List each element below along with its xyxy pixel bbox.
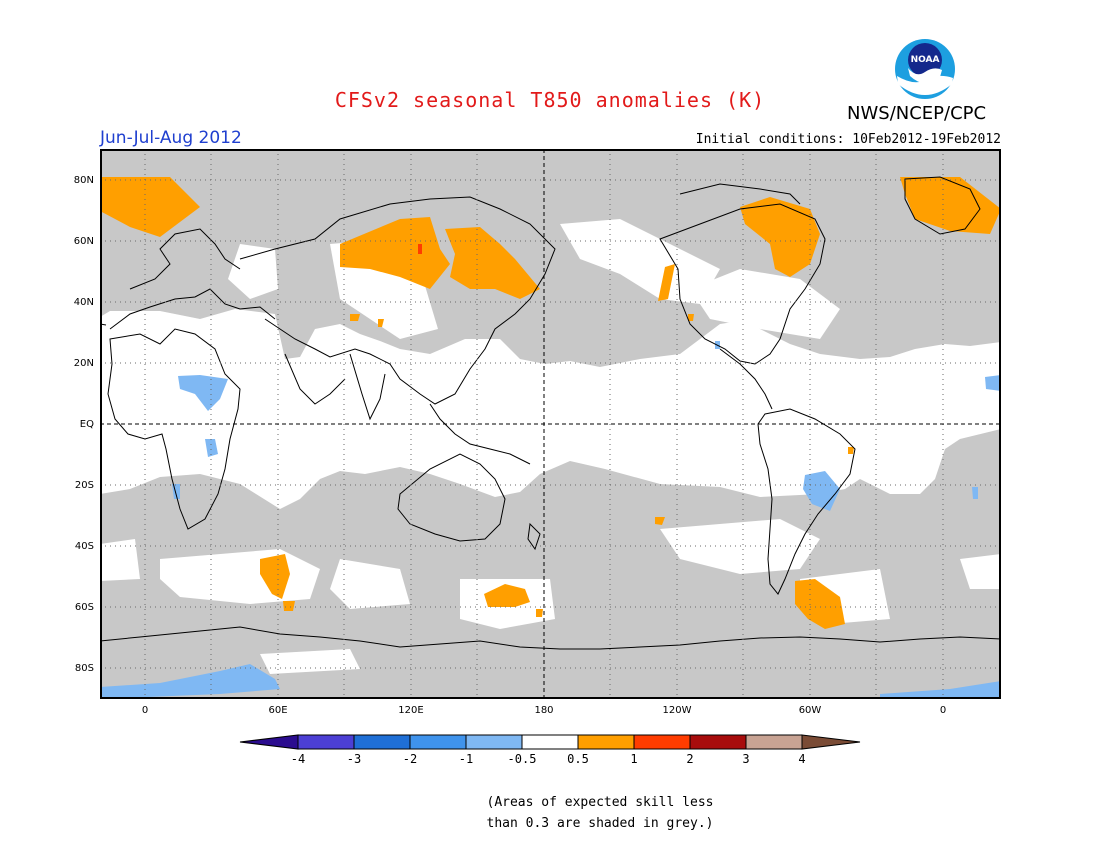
- lat-label-40n: 40N: [73, 297, 94, 308]
- legend-tick-label: 0.5: [567, 752, 589, 766]
- lon-label-60w: 60W: [798, 705, 822, 716]
- lat-label-20s: 20S: [74, 480, 94, 491]
- color-legend: [239, 734, 861, 750]
- lat-label-60n: 60N: [73, 236, 94, 247]
- map-frame: [100, 149, 1001, 699]
- noaa-logo-text: NOAA: [911, 55, 940, 65]
- season-label: Jun-Jul-Aug 2012: [100, 128, 242, 148]
- legend-bin-8: [689, 734, 747, 750]
- below-normal-regions: [100, 341, 1001, 699]
- legend-tick-label: 2: [686, 752, 694, 766]
- lon-label-120w: 120W: [662, 705, 692, 716]
- agency-label: NWS/NCEP/CPC: [847, 103, 987, 124]
- lat-label-80s: 80S: [74, 663, 94, 674]
- legend-tick-label: -1: [458, 752, 474, 766]
- above-normal-regions: [100, 177, 1001, 629]
- anomaly-map: [100, 149, 1001, 699]
- near-normal-regions: [100, 219, 1001, 674]
- legend-bin-9: [745, 734, 803, 750]
- lat-label-eq: EQ: [79, 419, 94, 430]
- legend-bin-6: [577, 734, 635, 750]
- legend-bin-3: [409, 734, 467, 750]
- lon-label-0: 0: [141, 705, 149, 716]
- small-strong-anomaly: [418, 244, 422, 254]
- skill-footnote-line-2: than 0.3 are shaded in grey.): [486, 816, 714, 831]
- coastlines: [100, 176, 1001, 650]
- lon-label-180: 180: [534, 705, 554, 716]
- reference-lines: [100, 149, 1001, 699]
- legend-tick-label: 3: [742, 752, 750, 766]
- legend-tick-label: -4: [290, 752, 306, 766]
- legend-bin-5: [521, 734, 579, 750]
- lon-label-60e: 60E: [268, 705, 288, 716]
- legend-tick-label: -2: [402, 752, 418, 766]
- skill-footnote-line-1: (Areas of expected skill less: [486, 795, 714, 810]
- legend-tick-label: 4: [798, 752, 806, 766]
- legend-tick-label: -3: [346, 752, 362, 766]
- skill-footnote: (Areas of expected skill less than 0.3 a…: [430, 792, 770, 834]
- legend-bin-1: [297, 734, 355, 750]
- noaa-logo: NOAA: [895, 39, 955, 99]
- legend-arrow-min: [239, 734, 299, 750]
- lon-label-120e: 120E: [398, 705, 424, 716]
- initial-conditions-label: Initial conditions: 10Feb2012-19Feb2012: [695, 132, 1001, 147]
- legend-bin-7: [633, 734, 691, 750]
- lat-label-20n: 20N: [73, 358, 94, 369]
- legend-tick-label: -0.5: [507, 752, 537, 766]
- map-title: CFSv2 seasonal T850 anomalies (K): [334, 88, 766, 112]
- legend-bin-4: [465, 734, 523, 750]
- lat-label-60s: 60S: [74, 602, 94, 613]
- lon-label-0-east: 0: [939, 705, 947, 716]
- legend-bin-2: [353, 734, 411, 750]
- lat-label-80n: 80N: [73, 175, 94, 186]
- legend-arrow-max: [801, 734, 861, 750]
- lat-label-40s: 40S: [74, 541, 94, 552]
- legend-tick-label: 1: [630, 752, 638, 766]
